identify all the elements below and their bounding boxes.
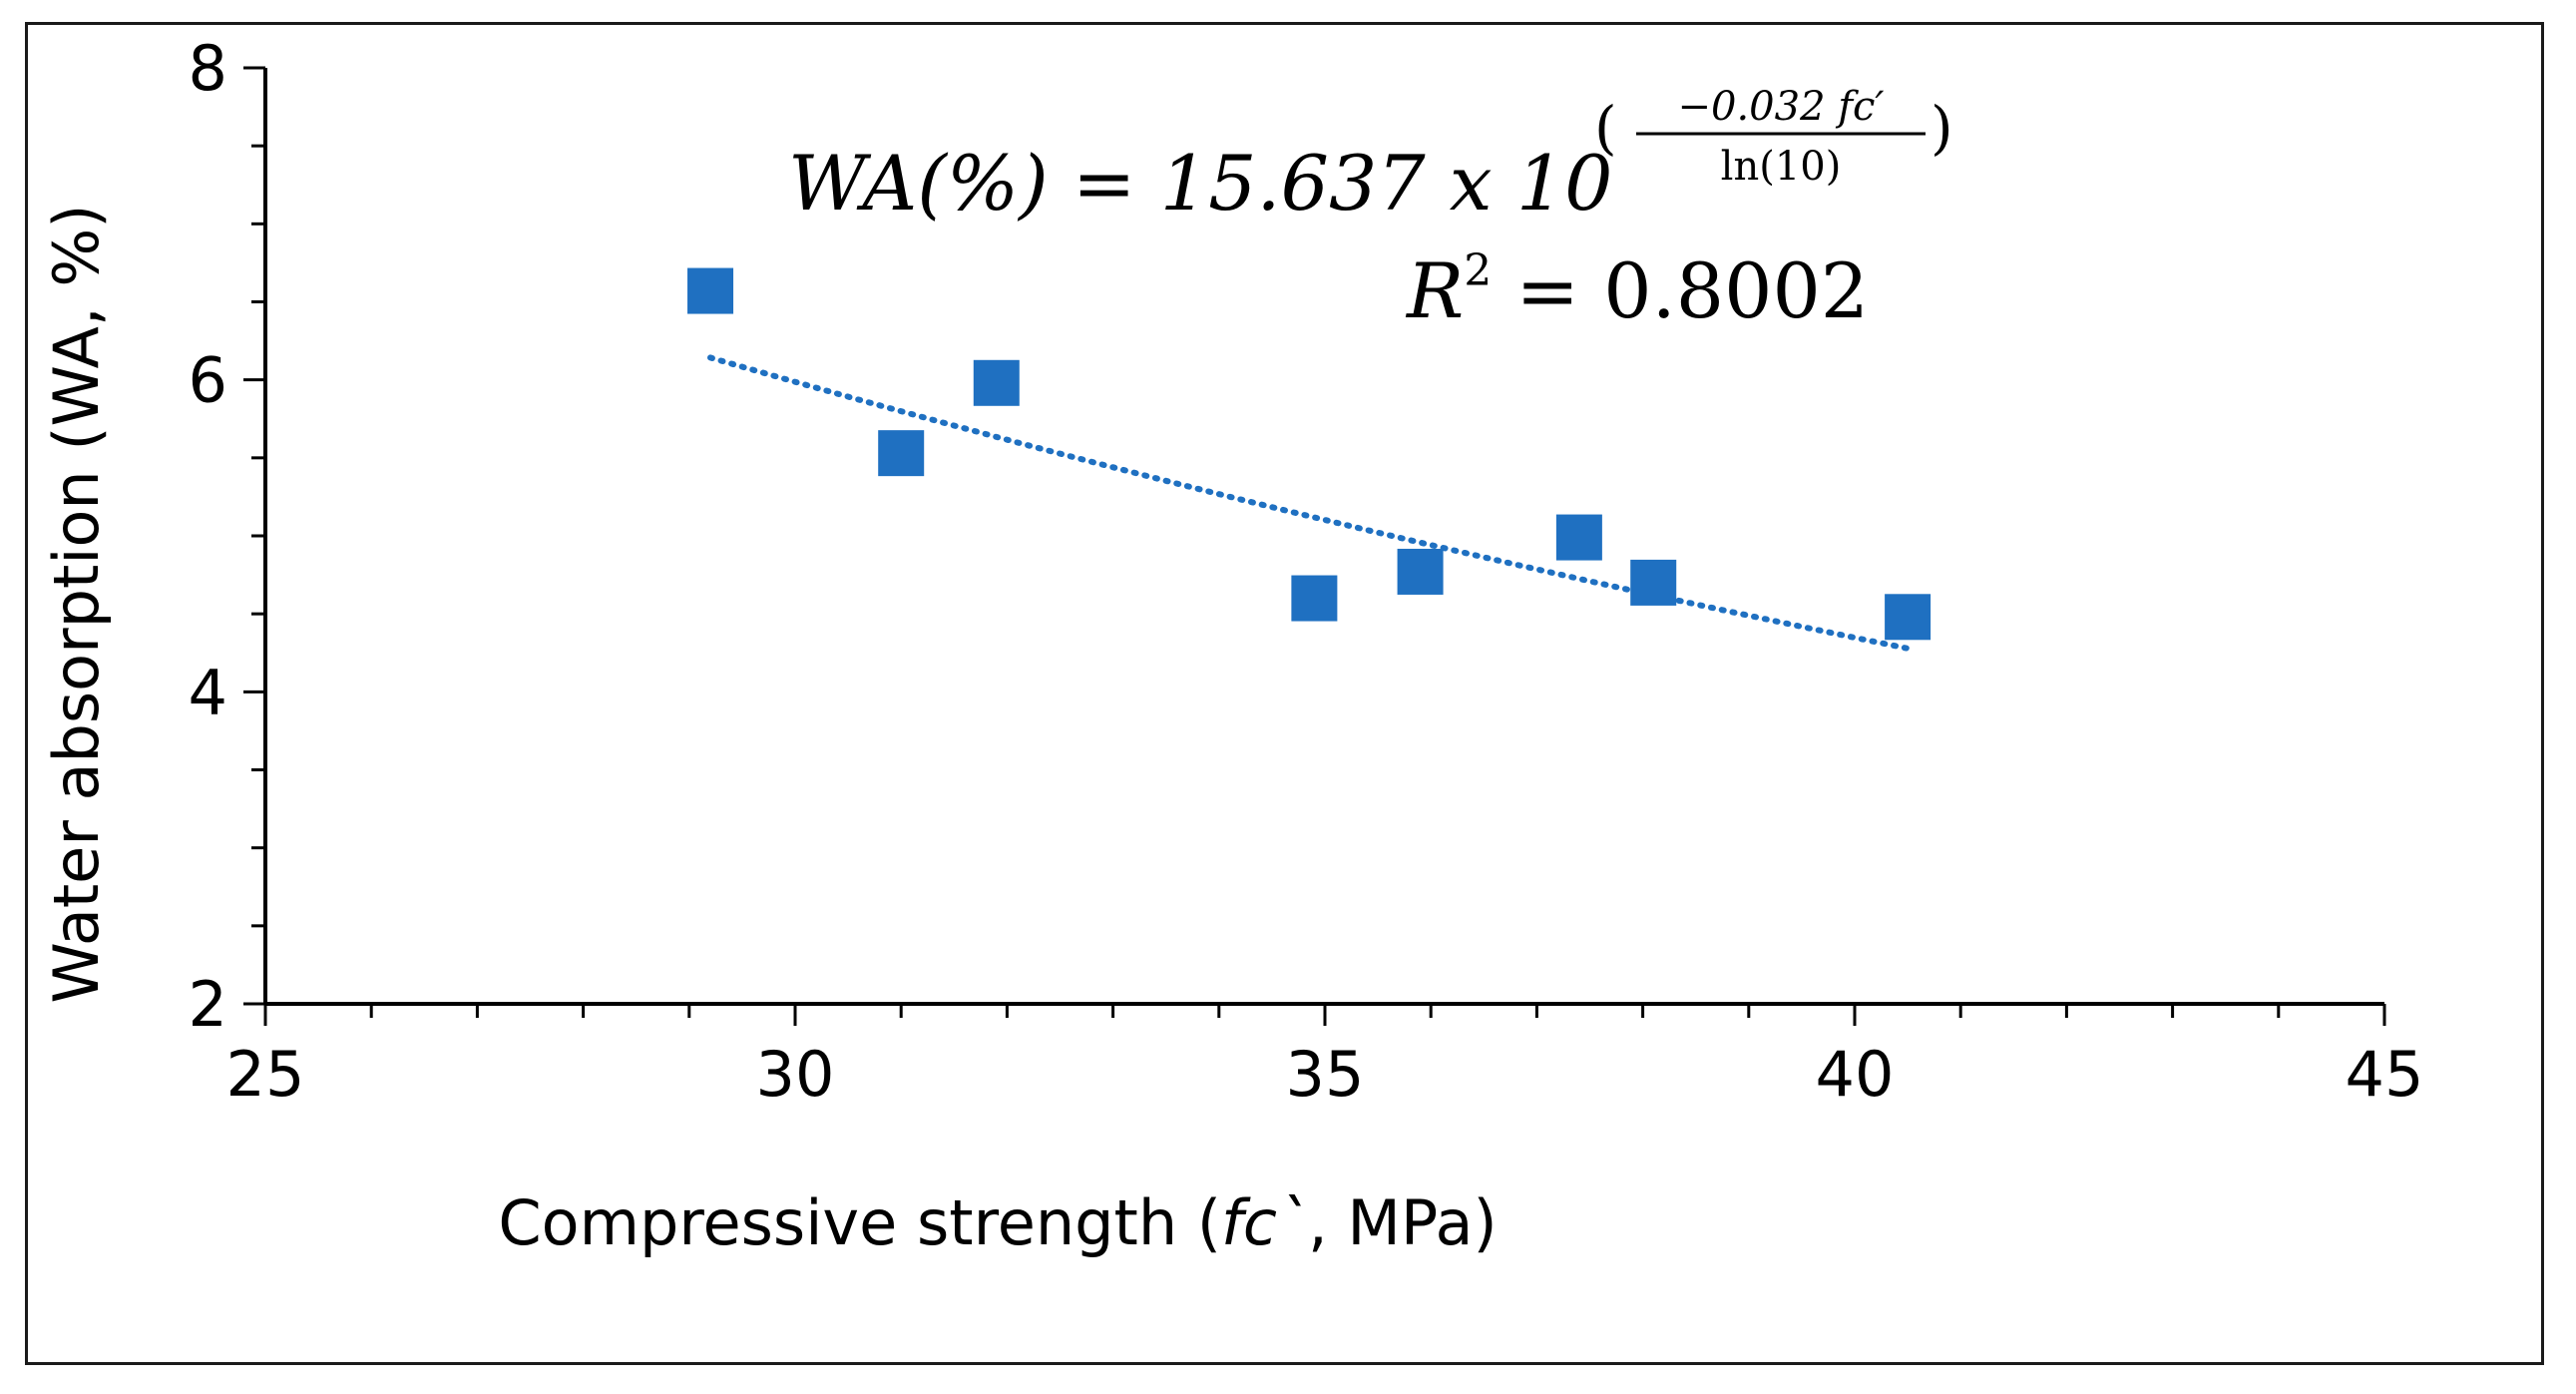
data-point	[1885, 594, 1932, 641]
x-tick-label: 25	[226, 1038, 305, 1111]
r-squared-label: R	[1405, 246, 1464, 335]
y-tick-label: 6	[189, 344, 227, 417]
r-squared-superscript: 2	[1464, 245, 1492, 296]
regression-equation: WA(%) = 15.637 x 10 ( −0.032 fc′ ln(10) …	[788, 84, 1953, 228]
x-tick-label: 40	[1816, 1038, 1895, 1111]
trendline	[707, 354, 1912, 652]
y-tick-label: 8	[189, 32, 227, 105]
exponent-close-paren: )	[1931, 94, 1953, 162]
x-tick-label: 45	[2346, 1038, 2424, 1111]
data-point	[973, 359, 1020, 406]
x-axis-title-variable: fc`	[1221, 1186, 1308, 1259]
data-points	[687, 267, 1932, 641]
x-axis-title-prefix: Compressive strength (	[498, 1186, 1221, 1259]
ticks: 25 30 35 40 45 2 4 6 8	[189, 32, 2424, 1111]
chart-frame	[25, 22, 2544, 1365]
r-squared: R2 = 0.8002	[1405, 245, 1869, 335]
y-tick-label: 4	[189, 656, 227, 728]
data-point	[1555, 514, 1602, 561]
trendline-path	[707, 354, 1912, 652]
data-point	[1397, 548, 1444, 595]
equation-lhs: WA(%) = 15.637 x 10	[788, 139, 1613, 228]
x-axis-title: Compressive strength (fc`, MPa)	[498, 1186, 1497, 1259]
data-point	[1630, 559, 1677, 606]
r-squared-value: = 0.8002	[1492, 246, 1869, 335]
y-axis-title: Water absorption (WA, %)	[40, 205, 113, 1004]
x-tick-label: 30	[756, 1038, 835, 1111]
data-point	[687, 267, 734, 314]
data-point	[1291, 575, 1338, 622]
exponent-numerator: −0.032 fc′	[1677, 84, 1884, 130]
y-tick-label: 2	[189, 968, 227, 1041]
exponent-denominator: ln(10)	[1721, 144, 1842, 190]
data-point	[878, 430, 925, 477]
x-axis-title-suffix: , MPa)	[1308, 1186, 1498, 1259]
exponent-open-paren: (	[1594, 94, 1617, 162]
x-tick-label: 35	[1286, 1038, 1365, 1111]
r-squared-text: R2 = 0.8002	[1405, 245, 1869, 335]
